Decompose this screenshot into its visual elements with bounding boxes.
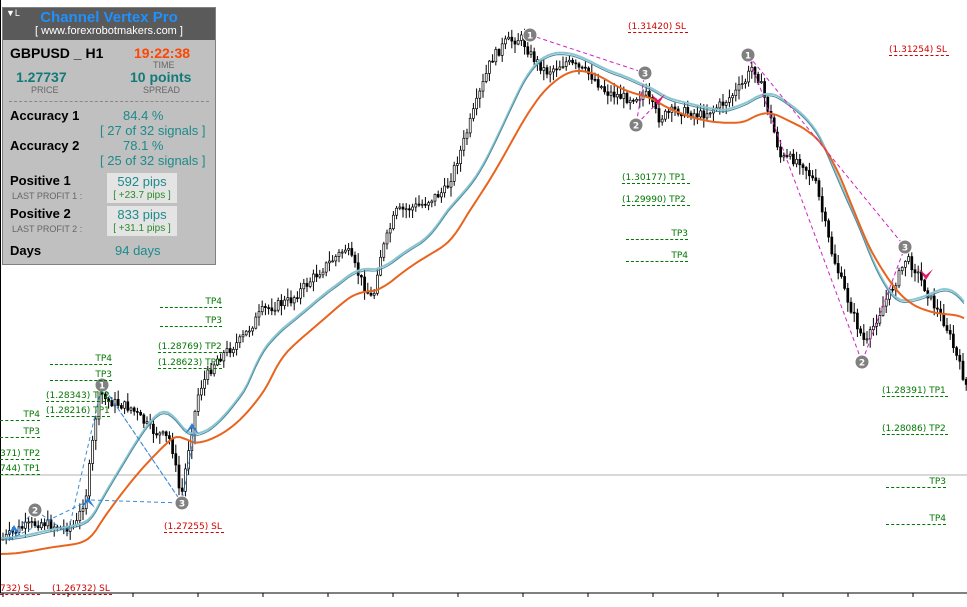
take-profit-label: TP4 [886,514,946,525]
accuracy1-signals: [ 27 of 32 signals ] [100,123,206,138]
accuracy1-label: Accuracy 1 [10,108,80,123]
buy-arrow-icon [81,497,95,508]
wave-marker-label: 2 [32,507,38,517]
take-profit-label: TP3 [160,316,222,327]
stop-loss-label: 732) SL [0,584,40,595]
positive1-value: 592 pips [107,173,177,190]
time-value: 19:22:38 [134,45,191,61]
wave-marker-circle [174,495,190,511]
candles [1,28,967,545]
wave-marker-circle [637,65,653,81]
take-profit-label: TP4 [626,251,688,262]
take-profit-label: TP3 [626,229,688,240]
panel-url[interactable]: [ www.forexrobotmakers.com ] [35,25,183,37]
sell-zigzag-0 [529,34,661,127]
take-profit-label: (1.29990) TP2 [622,195,690,206]
last-profit1-value: [ +23.7 pips ] [107,189,177,203]
sell-zigzag-1 [747,54,906,364]
take-profit-label: (1.28343) TP2 [46,391,110,402]
symbol-label: GBPUSD _ H1 [10,45,104,61]
wave-marker-label: 2 [859,359,865,369]
wave-marker-circle [522,27,538,43]
take-profit-label: (1.28623) TP1 [158,358,222,369]
take-profit-label: (1.28086) TP2 [882,424,948,435]
accuracy2-signals: [ 25 of 32 signals ] [100,153,206,168]
buy-arrow-icon [185,423,199,434]
days-label: Days [10,243,42,258]
accuracy2-label: Accuracy 2 [10,138,80,153]
signal-arrows [7,94,933,536]
panel-divider [9,101,209,102]
take-profit-label: 744) TP1 [0,464,41,475]
buy-arrow-icon [7,525,21,536]
positive2-label: Positive 2 [10,206,71,221]
take-profit-label: TP4 [50,354,112,365]
wave-marker-circle [854,354,870,370]
panel-title: Channel Vertex Pro [40,9,178,26]
sell-arrow-icon [651,94,665,105]
price-value: 1.27737 [16,69,67,85]
take-profit-label: TP4 [0,410,40,421]
wave-marker-label: 2 [633,122,639,132]
spread-value: 10 points [130,69,192,85]
panel-header: ▼L Channel Vertex Pro [ www.forexrobotma… [3,8,215,40]
wave-marker-circle [27,502,43,518]
spread-caption: SPREAD [143,85,181,95]
accuracy2-value: 78.1 % [123,138,164,153]
wave-marker-label: 3 [179,500,185,510]
sell-arrow-icon [919,269,933,280]
wave-marker-label: 3 [902,244,908,254]
upper-band-line [0,51,965,539]
wave-marker-label: 1 [745,52,751,62]
accuracy1-value: 84.4 % [123,108,164,123]
days-value: 94 days [115,243,161,258]
stop-loss-label: (1.31420) SL [628,22,688,33]
price-caption: PRICE [31,85,59,95]
wave-markers: 1 2 3 1 2 3 1 2 3 [27,27,913,518]
stop-loss-label: (1.27255) SL [164,522,224,533]
chart-grid [2,593,914,597]
take-profit-label: 371) TP2 [0,449,41,460]
wave-marker-circle [628,117,644,133]
lower-band-line [0,69,965,555]
last-profit2-value: [ +31.1 pips ] [107,222,177,236]
wave-marker-circle [740,47,756,63]
last-profit2-label: LAST PROFIT 2 : [12,224,83,234]
wave-marker-circle [94,377,110,393]
take-profit-label: (1.28769) TP2 [158,342,222,353]
info-panel[interactable]: ▼L Channel Vertex Pro [ www.forexrobotma… [2,7,216,265]
wave-marker-label: 1 [99,382,105,392]
wave-marker-label: 3 [642,70,648,80]
collapse-icon[interactable]: ▼L [6,8,20,18]
wave-marker-label: 1 [527,32,533,42]
take-profit-label: (1.30177) TP1 [622,173,690,184]
take-profit-label: TP3 [0,427,40,438]
wave-marker-circle [897,239,913,255]
stop-loss-label: (1.31254) SL [889,45,949,56]
take-profit-label: TP3 [50,370,112,381]
positive2-value: 833 pips [107,206,177,223]
take-profit-label: TP4 [160,297,222,308]
take-profit-label: (1.28391) TP1 [882,386,948,397]
take-profit-label: (1.28216) TP1 [46,406,110,417]
last-profit1-label: LAST PROFIT 1 : [12,191,83,201]
middle-band-line [0,54,965,541]
time-caption: TIME [153,60,175,70]
take-profit-label: TP3 [886,477,946,488]
stop-loss-label: (1.26732) SL [52,584,112,595]
positive1-label: Positive 1 [10,173,71,188]
